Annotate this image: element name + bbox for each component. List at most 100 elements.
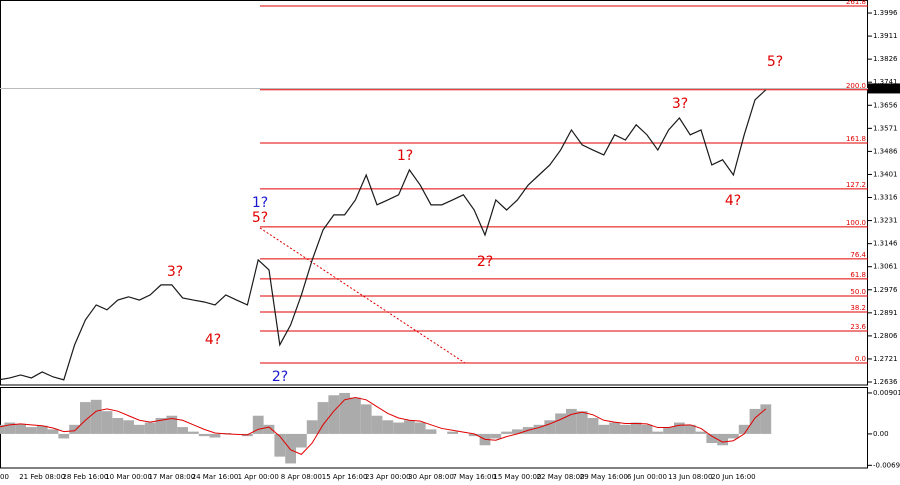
histogram-bar xyxy=(404,420,415,434)
current-price-label: 1.3718 xyxy=(872,84,897,92)
y-tick-label: 1.3571 xyxy=(873,124,898,132)
x-tick-label: 24 Mar 16:00 xyxy=(192,473,239,481)
histogram-bar xyxy=(198,433,210,437)
histogram-bar xyxy=(58,433,70,439)
histogram-bar xyxy=(382,420,394,434)
histogram-bar xyxy=(263,424,275,434)
histogram-bar xyxy=(177,427,188,434)
histogram-bar xyxy=(576,411,588,434)
x-tick-label: 15 May 00:00 xyxy=(493,473,541,481)
x-tick-label: 28 Feb 16:00 xyxy=(62,473,108,481)
histogram-bar xyxy=(512,429,523,434)
histogram-bar xyxy=(371,415,383,434)
histogram-bar xyxy=(339,393,350,434)
histogram-bar xyxy=(630,422,642,434)
y-tick-label: 1.3911 xyxy=(873,32,898,40)
x-tick-label: 23 Apr 00:00 xyxy=(365,473,411,481)
x-tick-label: 17 Mar 08:00 xyxy=(148,473,195,481)
histogram-bar xyxy=(544,420,556,434)
histogram-bar xyxy=(144,422,156,434)
wave-label: 3? xyxy=(167,264,183,280)
histogram-bar xyxy=(587,418,599,434)
histogram-bar xyxy=(26,427,37,434)
wave-label: 2? xyxy=(477,254,493,270)
fib-label: 261.8 xyxy=(846,0,866,6)
histogram-bar xyxy=(350,397,361,434)
histogram-bar xyxy=(414,422,426,434)
y-tick-label: 1.3996 xyxy=(873,9,898,17)
histogram-bar xyxy=(317,402,329,434)
histogram-bar xyxy=(90,399,102,434)
histogram-bar xyxy=(306,420,318,434)
histogram-bar xyxy=(166,415,178,434)
histogram-bar xyxy=(101,411,113,434)
x-tick-label: 29 May 16:00 xyxy=(580,473,628,481)
histogram-bar xyxy=(674,422,685,434)
y-tick-label: 1.3656 xyxy=(873,101,898,109)
fib-label: 161.8 xyxy=(846,135,866,143)
fib-label: 200.0 xyxy=(846,82,866,90)
fib-label: 127.2 xyxy=(846,181,866,189)
y-tick-label: 1.2976 xyxy=(873,286,898,294)
histogram-bar xyxy=(80,402,91,434)
histogram-bar xyxy=(749,408,761,434)
histogram-bar xyxy=(296,433,307,448)
y-tick-label: -0.00691 xyxy=(873,461,900,469)
y-tick-label: 0.00901 xyxy=(873,389,900,397)
fib-label: 23.6 xyxy=(850,323,866,331)
wave-label: 1? xyxy=(397,148,413,164)
histogram-bar xyxy=(112,418,124,434)
histogram-bar xyxy=(652,431,664,434)
histogram-bar xyxy=(620,424,631,434)
histogram-bar xyxy=(393,422,404,434)
histogram-bar xyxy=(566,408,577,434)
histogram-bar xyxy=(252,415,264,434)
x-tick-label: 7 May 16:00 xyxy=(452,473,496,481)
histogram-bar xyxy=(155,418,167,434)
y-tick-label: 1.3316 xyxy=(873,194,898,202)
wave-label: 1? xyxy=(252,195,268,211)
y-tick-label: 0.00 xyxy=(873,430,889,438)
histogram-bar xyxy=(274,433,286,457)
histogram-bar xyxy=(555,413,566,434)
wave-label: 4? xyxy=(205,332,221,348)
price-line xyxy=(0,89,767,381)
histogram-bar xyxy=(47,429,59,434)
histogram-bar xyxy=(285,433,296,464)
histogram-bar xyxy=(609,422,620,434)
histogram-bar xyxy=(425,429,437,434)
fib-label: 50.0 xyxy=(850,288,866,296)
histogram-bar xyxy=(760,404,772,434)
wave-label: 3? xyxy=(672,96,688,112)
histogram-bar xyxy=(360,404,372,434)
histogram-bar xyxy=(447,431,458,434)
histogram-bar xyxy=(717,433,728,446)
x-tick-label: 00 xyxy=(0,473,9,481)
current-price-box xyxy=(868,83,900,94)
histogram-bar xyxy=(0,424,5,434)
x-tick-label: 30 Apr 08:00 xyxy=(408,473,454,481)
x-tick-label: 15 Apr 16:00 xyxy=(322,473,368,481)
histogram-bar xyxy=(684,424,696,434)
histogram-bar xyxy=(663,427,674,434)
signal-line xyxy=(0,397,767,455)
y-tick-label: 1.2806 xyxy=(873,332,898,340)
histogram-bar xyxy=(738,424,750,434)
histogram-bar xyxy=(641,424,653,434)
histogram-bar xyxy=(15,423,26,434)
wave-label: 4? xyxy=(725,193,741,209)
fib-label: 100.0 xyxy=(846,219,866,227)
y-tick-label: 1.2891 xyxy=(873,309,898,317)
y-tick-label: 1.3231 xyxy=(873,217,898,225)
histogram-bar xyxy=(188,431,199,434)
price-frame xyxy=(0,0,868,386)
histogram-bar xyxy=(706,433,718,443)
histogram-bar xyxy=(501,431,512,434)
x-tick-label: 22 May 08:00 xyxy=(537,473,585,481)
histogram-bar xyxy=(468,433,480,437)
y-tick-label: 1.3061 xyxy=(873,263,898,271)
histogram-bar xyxy=(598,424,610,434)
x-tick-label: 8 Apr 08:00 xyxy=(281,473,322,481)
histogram-bar xyxy=(4,422,16,434)
